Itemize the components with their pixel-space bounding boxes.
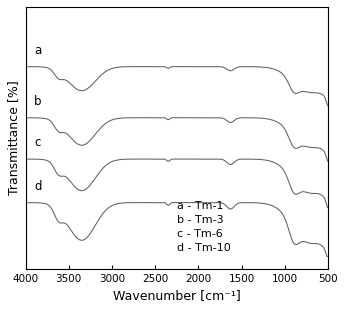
Text: a - Tm-1
b - Tm-3
c - Tm-6
d - Tm-10: a - Tm-1 b - Tm-3 c - Tm-6 d - Tm-10	[177, 201, 230, 253]
Text: c: c	[34, 136, 40, 150]
Y-axis label: Transmittance [%]: Transmittance [%]	[7, 80, 20, 195]
Text: a: a	[34, 44, 41, 57]
X-axis label: Wavenumber [cm⁻¹]: Wavenumber [cm⁻¹]	[113, 289, 241, 302]
Text: d: d	[34, 180, 42, 193]
Text: b: b	[34, 95, 42, 108]
